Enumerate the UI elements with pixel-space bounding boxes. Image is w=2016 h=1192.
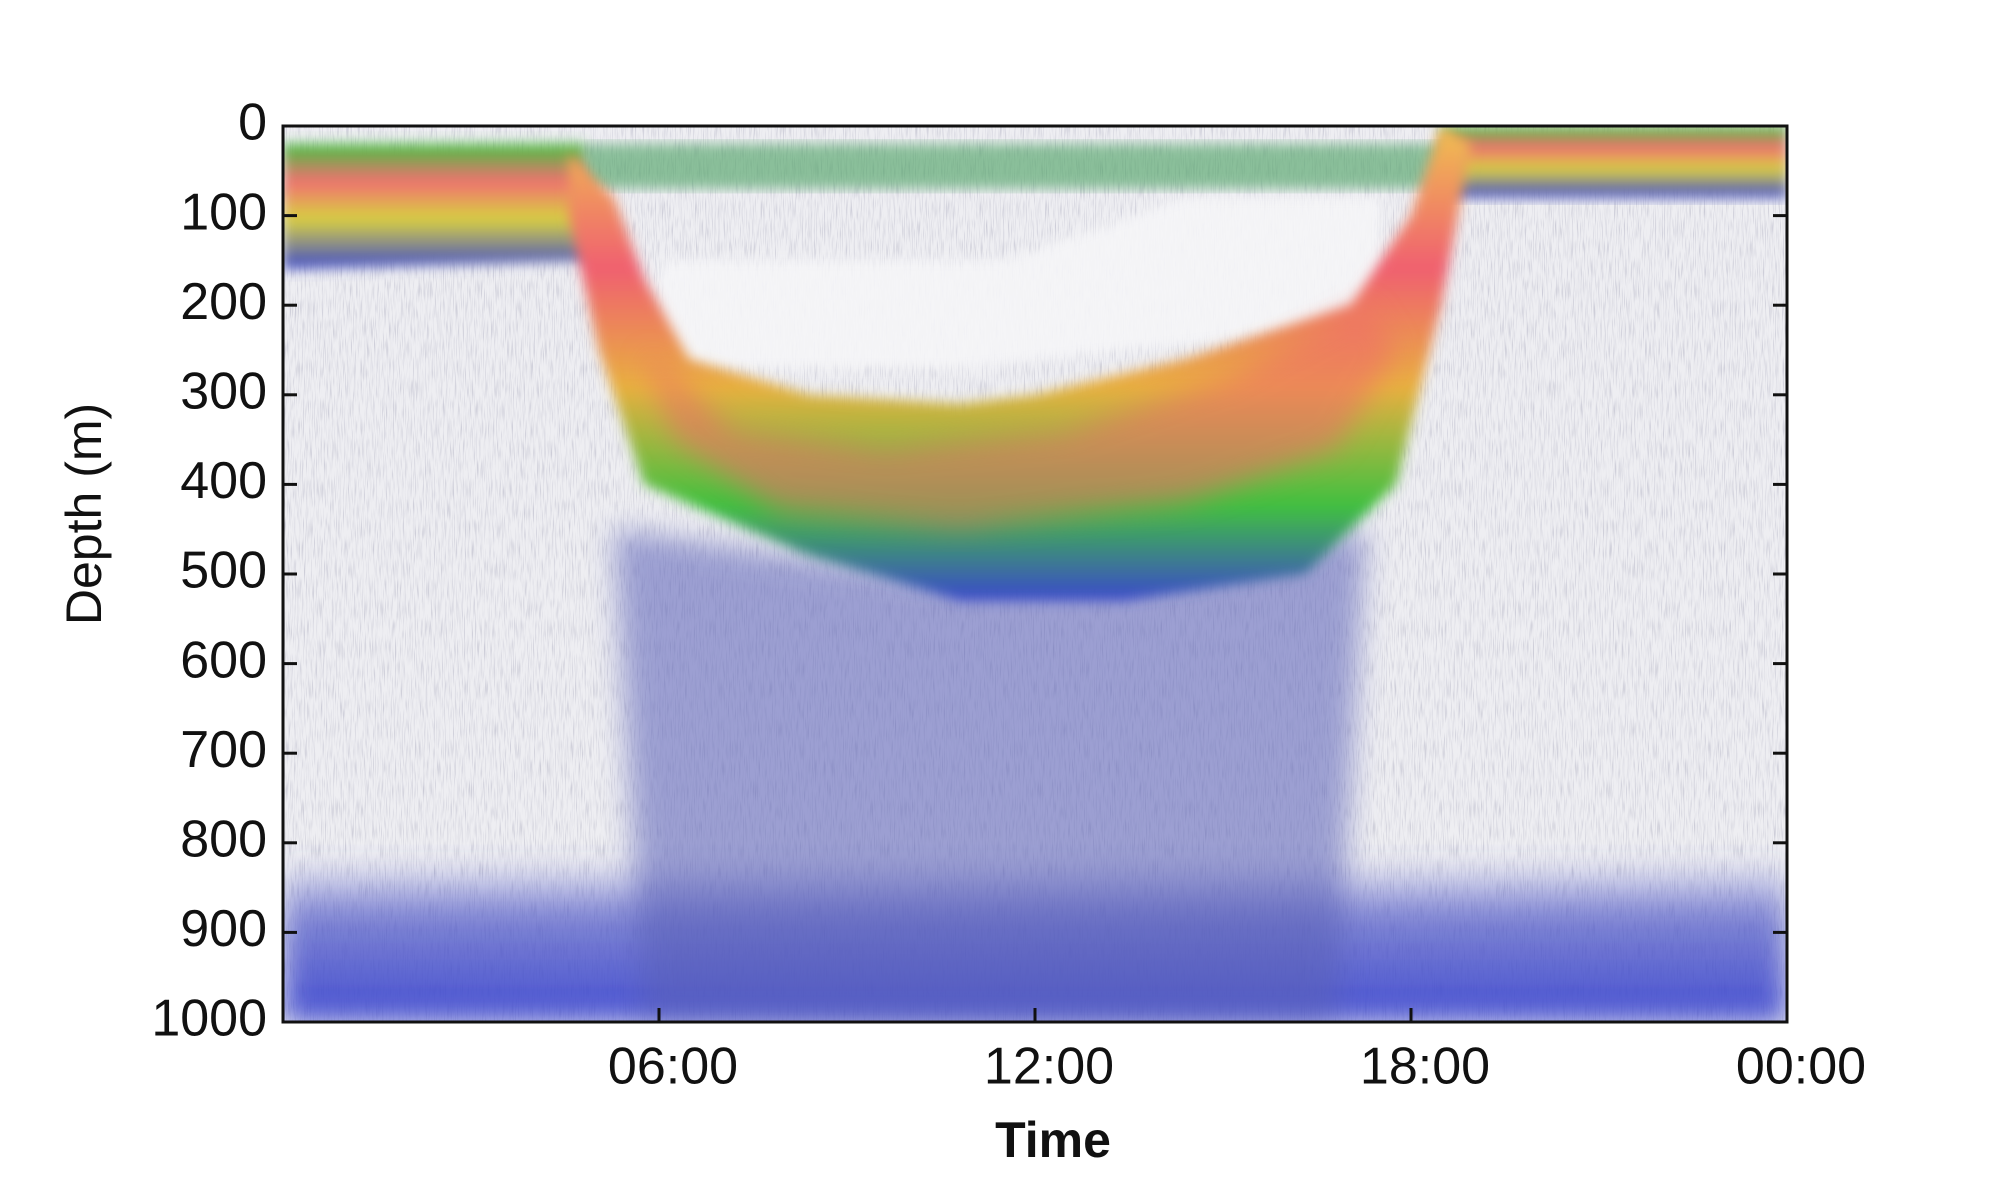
night-surface-left [283,143,599,270]
day-deep-shadow [613,529,1366,1022]
y-tick-label: 200 [180,273,267,331]
x-tick-label: 06:00 [608,1038,738,1096]
x-axis-title: Time [995,1112,1111,1168]
y-tick-label: 100 [180,183,267,241]
y-axis-title: Depth (m) [56,403,112,625]
day-clear-patch [659,197,1381,368]
layer-core [644,305,1396,530]
day-surface [583,143,1457,189]
y-tick-label: 500 [180,542,267,600]
x-tick-label: 00:00 [1736,1038,1866,1096]
y-tick-label: 0 [238,94,267,152]
y-tick-label: 900 [180,900,267,958]
y-tick-label: 600 [180,631,267,689]
y-tick-label: 800 [180,811,267,869]
x-tick-label: 12:00 [984,1038,1114,1096]
x-tick-label: 18:00 [1360,1038,1490,1096]
y-tick-label: 1000 [151,990,267,1048]
night-surface-right [1441,126,1787,198]
y-tick-label: 400 [180,452,267,510]
echogram-image [283,126,1787,1022]
y-tick-label: 300 [180,363,267,421]
y-tick-label: 700 [180,721,267,779]
